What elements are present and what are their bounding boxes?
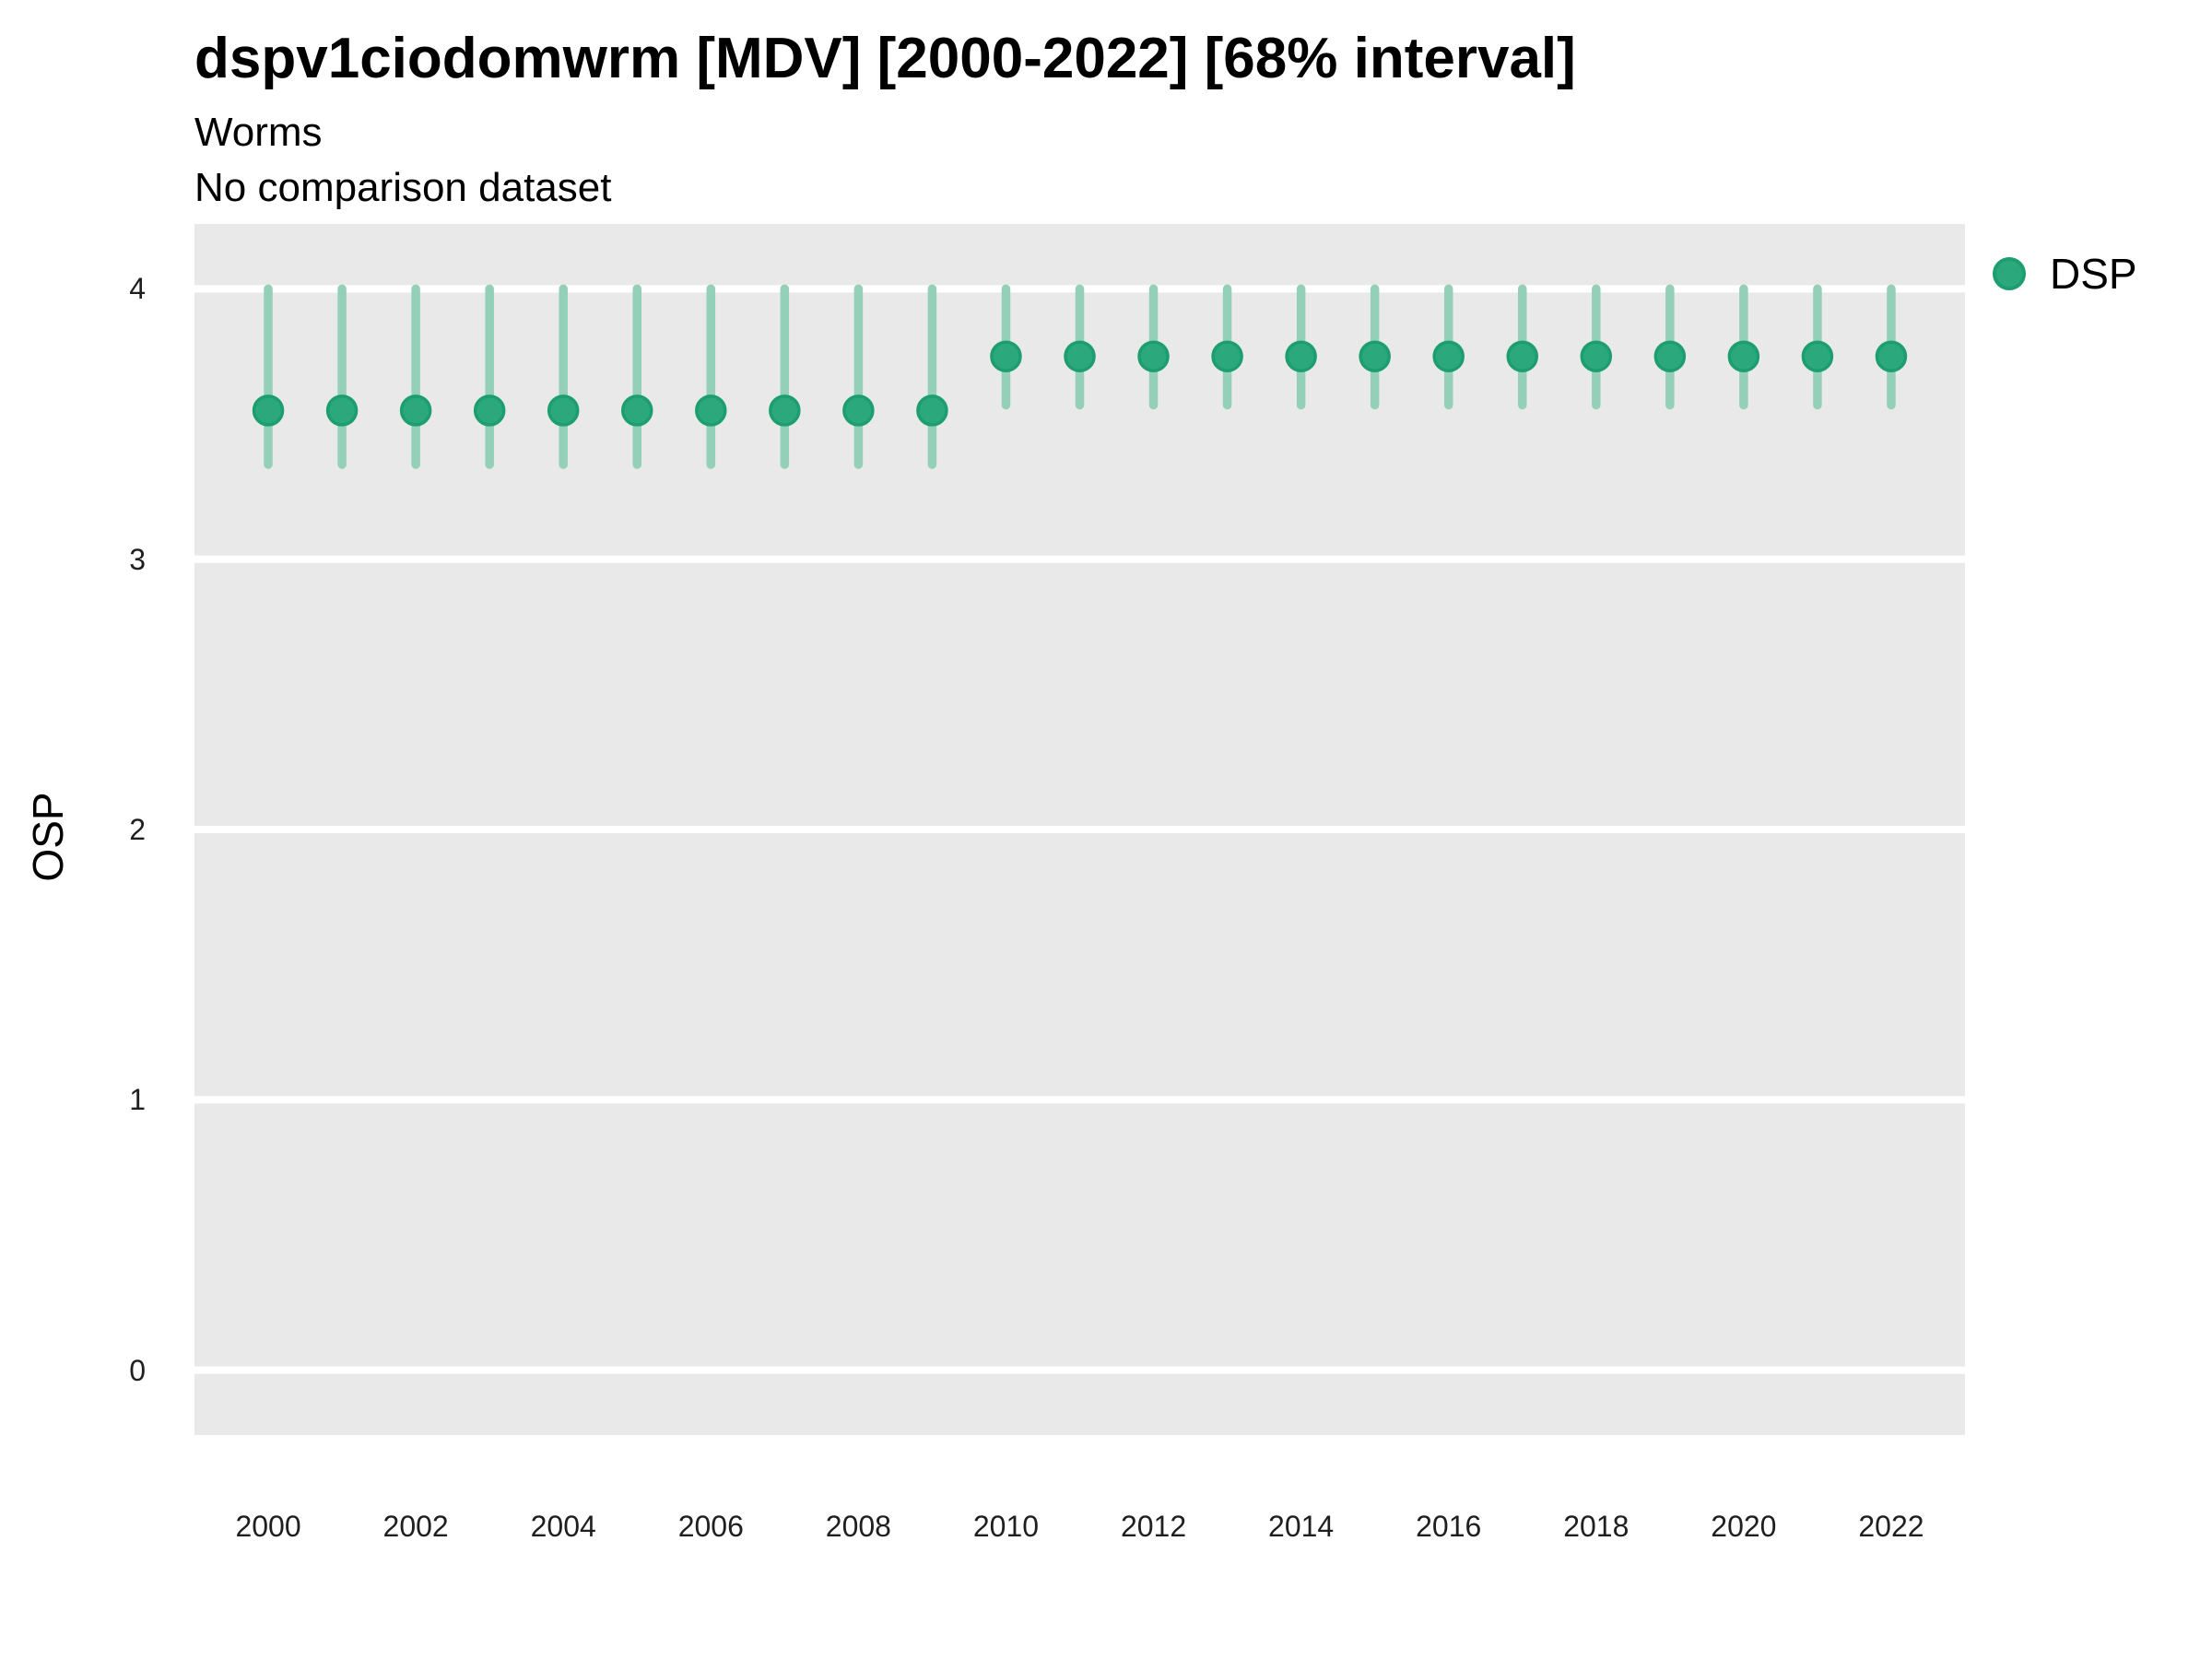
data-point-2002 [399, 394, 432, 427]
x-tick-label-2018: 2018 [1563, 1510, 1630, 1543]
data-point-2009 [916, 394, 948, 427]
chart-subtitle: Worms [194, 110, 323, 155]
data-point-2012 [1137, 340, 1170, 372]
plot-canvas [194, 224, 1965, 1435]
y-tick-label-4: 4 [129, 272, 146, 306]
data-point-2021 [1801, 340, 1834, 372]
data-point-2017 [1506, 340, 1538, 372]
data-point-2005 [621, 394, 653, 427]
data-point-2020 [1727, 340, 1760, 372]
y-tick-label-3: 3 [129, 542, 146, 576]
x-tick-label-2022: 2022 [1858, 1510, 1924, 1543]
data-point-2015 [1359, 340, 1391, 372]
data-point-2013 [1211, 340, 1243, 372]
chart-title: dspv1ciodomwrm [MDV] [2000-2022] [68% in… [194, 27, 1576, 90]
x-tick-label-2008: 2008 [825, 1510, 891, 1543]
legend: DSP [1993, 251, 2137, 297]
data-point-2019 [1653, 340, 1687, 372]
chart-note: No comparison dataset [194, 165, 612, 210]
legend-label: DSP [2050, 250, 2137, 298]
data-point-2022 [1875, 340, 1908, 372]
x-tick-label-2010: 2010 [972, 1510, 1040, 1543]
x-tick-label-2020: 2020 [1711, 1510, 1777, 1543]
data-point-2016 [1432, 340, 1465, 372]
data-point-2003 [473, 394, 506, 427]
x-tick-label-2012: 2012 [1120, 1510, 1187, 1543]
x-tick-label-2006: 2006 [677, 1510, 744, 1543]
x-tick-label-2004: 2004 [530, 1510, 596, 1543]
data-point-2010 [990, 340, 1022, 372]
x-tick-label-2002: 2002 [382, 1510, 449, 1543]
legend-point-icon [1993, 257, 2026, 290]
x-tick-label-2016: 2016 [1416, 1510, 1482, 1543]
data-point-2014 [1285, 340, 1317, 372]
y-tick-label-0: 0 [129, 1353, 146, 1387]
x-tick-label-2000: 2000 [235, 1510, 301, 1543]
y-tick-label-1: 1 [129, 1083, 146, 1117]
y-tick-label-2: 2 [129, 813, 146, 846]
data-point-2018 [1580, 340, 1613, 372]
data-point-2008 [842, 394, 875, 427]
data-point-2001 [325, 394, 359, 427]
data-point-2011 [1064, 340, 1096, 372]
plot-panel [194, 224, 1965, 1435]
data-point-2000 [252, 394, 285, 427]
data-point-2006 [695, 394, 727, 427]
x-tick-label-2014: 2014 [1268, 1510, 1335, 1543]
data-point-2007 [769, 394, 801, 427]
data-point-2004 [547, 394, 580, 427]
